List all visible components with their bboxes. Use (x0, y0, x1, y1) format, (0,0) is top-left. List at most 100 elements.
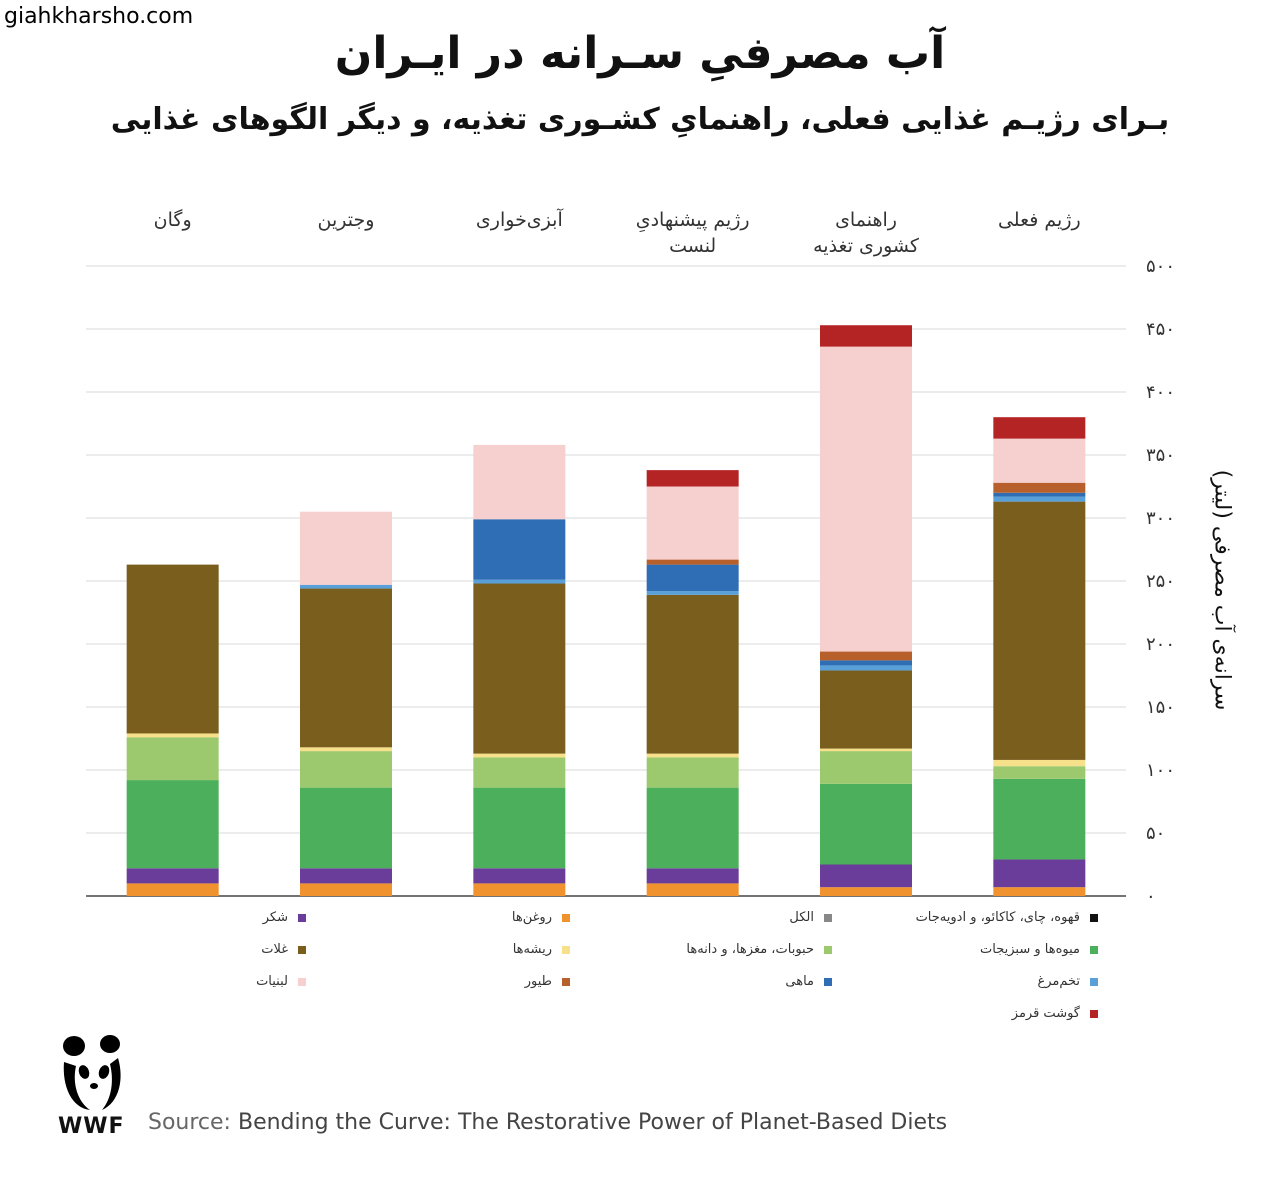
bar-segment (993, 859, 1086, 888)
bar-segment (300, 787, 392, 869)
bar-segment (473, 444, 566, 520)
bar-segment (300, 883, 392, 896)
chart-subtitle: بـرای رژیـم غذایی فعلی، راهنمایِ کشـوری … (110, 102, 1170, 137)
legend-item: قهوه، چای، کاکائو، و ادویه‌جات (916, 910, 1098, 925)
bar-segment (126, 780, 219, 869)
source-text: Bending the Curve: The Restorative Power… (237, 1110, 948, 1135)
chart-title: آب مصرفیِ سـرانه در ایـران (334, 28, 946, 79)
bar-segment (126, 733, 219, 738)
category-label: راهنمای (835, 209, 897, 231)
category-label: کشوری تغذیه (813, 235, 920, 257)
bar-segment (993, 492, 1086, 497)
legend-label: حبوبات، مغزها، و دانه‌ها (686, 942, 814, 957)
legend-item: میوه‌ها و سبزیجات (980, 942, 1098, 957)
legend-label: الکل (789, 910, 814, 925)
legend-swatch (562, 945, 570, 954)
legend-label: شکر (262, 910, 288, 925)
y-tick-label: ۳۰۰ (1146, 508, 1175, 529)
source-line: Source: Bending the Curve: The Restorati… (148, 1110, 947, 1135)
legend-label: غلات (261, 942, 288, 957)
bar-segment (646, 486, 739, 560)
y-axis-title: سرانه‌ی آب مصرفی (لیتر) (1209, 469, 1235, 711)
source-label: Source: (148, 1110, 231, 1135)
bar-segment (646, 753, 739, 758)
bar-segment (300, 511, 392, 585)
legend-label: روغن‌ها (511, 910, 552, 925)
bar-segment (646, 594, 739, 754)
bar-segment (820, 751, 912, 784)
bar-segment (300, 747, 392, 752)
bar-segment (820, 748, 912, 752)
bar-segment (820, 651, 912, 661)
bar-segment (473, 519, 566, 580)
bar-segment (473, 883, 566, 896)
bar-segment (993, 887, 1086, 896)
y-tick-label: ۱۵۰ (1146, 697, 1175, 718)
bar-segment (300, 868, 392, 884)
legend-label: ماهی (785, 974, 814, 989)
y-tick-label: ۲۰۰ (1146, 634, 1175, 655)
bar-segment (993, 438, 1086, 483)
legend-swatch (562, 913, 570, 922)
legend-swatch (1090, 977, 1098, 986)
bar-segment (300, 751, 392, 788)
y-tick-label: ۴۰۰ (1146, 382, 1175, 403)
category-label: آبزی‌خواری (476, 207, 564, 231)
y-tick-label: ۵۰ (1146, 823, 1165, 844)
bar-segment (820, 346, 912, 652)
bar-segment (646, 868, 739, 884)
category-label: وجترین (318, 209, 375, 231)
y-tick-label: ۰ (1146, 886, 1156, 907)
category-label: رژیم پیشنهادیِ (636, 209, 750, 233)
bar-segment (993, 496, 1086, 502)
bar-segment (473, 753, 566, 758)
legend-swatch (1090, 945, 1098, 954)
legend-item: لبنیات (256, 974, 306, 989)
bar-segment (820, 864, 912, 888)
legend-swatch (824, 913, 832, 922)
bar-segment (473, 787, 566, 869)
y-tick-label: ۲۵۰ (1146, 571, 1175, 592)
legend-item: ماهی (785, 974, 832, 989)
bar-segment (646, 591, 739, 595)
legend-swatch (562, 977, 570, 986)
bar-segment (646, 787, 739, 869)
legend-item: الکل (789, 910, 832, 925)
y-tick-label: ۴۵۰ (1146, 319, 1175, 340)
bar-segment (993, 501, 1086, 760)
legend-item: شکر (263, 910, 306, 925)
legend-label: قهوه، چای، کاکائو، و ادویه‌جات (915, 910, 1080, 925)
legend-item: گوشت قرمز (1012, 1006, 1098, 1021)
legend-label: طیور (524, 974, 552, 989)
legend-swatch (298, 913, 306, 922)
legend-item: روغن‌ها (512, 910, 570, 925)
legend-swatch (1090, 913, 1098, 922)
legend-swatch (1090, 1009, 1098, 1018)
bar-segment (646, 559, 739, 565)
legend-item: حبوبات، مغزها، و دانه‌ها (686, 942, 832, 957)
bar-segment (646, 470, 739, 487)
bar-segment (993, 766, 1086, 779)
bar-segment (993, 482, 1086, 493)
category-label: رژیم فعلی (998, 209, 1081, 231)
bar-segment (820, 660, 912, 666)
bar-segment (300, 588, 392, 748)
legend-item: تخم‌مرغ (1037, 974, 1098, 989)
legend-label: لبنیات (256, 974, 288, 989)
bar-segment (126, 564, 219, 734)
y-tick-label: ۵۰۰ (1146, 256, 1175, 277)
legend-label: گوشت قرمز (1011, 1006, 1080, 1021)
bar-segment (993, 759, 1086, 767)
bar-segment (126, 737, 219, 781)
bar-segment (646, 883, 739, 896)
legend-item: طیور (525, 974, 570, 989)
legend-swatch (298, 945, 306, 954)
legend-label: تخم‌مرغ (1037, 974, 1080, 989)
category-label: لنست (669, 235, 716, 257)
legend-swatch (824, 945, 832, 954)
bar-segment (820, 887, 912, 896)
bar-segment (820, 783, 912, 865)
legend-swatch (824, 977, 832, 986)
bar-segment (820, 325, 912, 347)
